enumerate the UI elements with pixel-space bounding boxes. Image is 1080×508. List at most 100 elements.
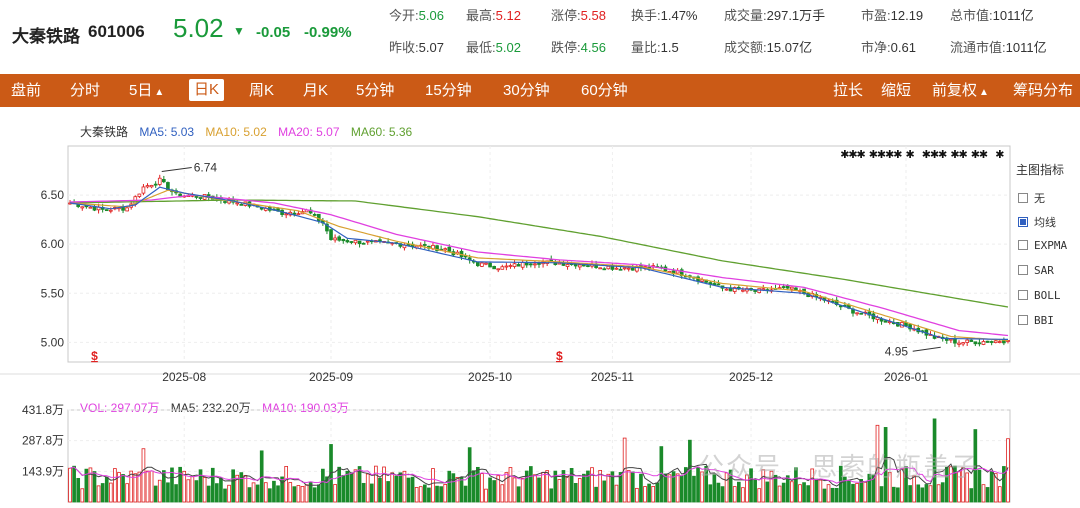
tab-premarket[interactable]: 盘前 (11, 82, 42, 99)
candle (374, 240, 378, 243)
candle (231, 199, 235, 203)
candle (896, 322, 900, 327)
candle (545, 260, 549, 264)
checkbox-icon[interactable] (1018, 315, 1028, 325)
volume-bar (683, 467, 688, 503)
stat-turnover: 换手:1.47% (631, 8, 698, 23)
volume-bar (590, 467, 594, 503)
checkbox-checked-icon[interactable] (1018, 217, 1028, 227)
tab-5day[interactable]: 5日 ▲ (129, 82, 165, 99)
stock-change: -0.05 (256, 24, 291, 41)
candle (378, 239, 382, 242)
indicator-ma[interactable]: 均线 (1018, 214, 1056, 230)
quote-header: 大秦铁路 601006 5.02 ▼ -0.05 -0.99% 今开:5.06 … (0, 0, 1080, 72)
checkbox-icon[interactable] (1018, 290, 1028, 300)
volume-bar (639, 473, 643, 503)
forward-adjust-dropdown[interactable]: 前复权 ▲ (932, 82, 989, 99)
tab-weekly-k[interactable]: 周K (249, 82, 275, 99)
candle (113, 207, 117, 210)
candle (712, 283, 717, 286)
volume-bar (920, 487, 925, 503)
volume-bar (312, 487, 317, 503)
candle (427, 245, 431, 249)
candle (170, 189, 174, 193)
tab-daily-k[interactable]: 日K (189, 79, 225, 101)
volume-bar (692, 475, 696, 503)
candle (708, 282, 713, 285)
stat-pb: 市净:0.61 (861, 40, 916, 55)
volume-bar (606, 473, 611, 503)
candle (953, 338, 957, 344)
volume-bar (896, 487, 900, 503)
volume-bar (997, 486, 1002, 503)
candle (790, 286, 794, 290)
volume-bar (215, 483, 219, 503)
indicator-bbi[interactable]: BBI (1018, 314, 1054, 327)
tab-30min[interactable]: 30分钟 (503, 82, 550, 99)
indicator-boll[interactable]: BOLL (1018, 289, 1061, 302)
shrink-button[interactable]: 缩短 (881, 82, 912, 99)
candle (822, 296, 827, 301)
legend-vol: VOL: 297.07万 (80, 401, 160, 415)
volume-bar (822, 488, 827, 503)
volume-bar (671, 471, 676, 503)
volume-bar (439, 486, 443, 503)
volume-bar (626, 470, 631, 503)
stat-open: 今开:5.06 (389, 8, 444, 23)
tab-60min[interactable]: 60分钟 (581, 82, 628, 99)
candle (251, 203, 256, 206)
volume-bar (981, 484, 986, 503)
volume-bar (378, 477, 382, 503)
candle (341, 238, 346, 242)
checkbox-icon[interactable] (1018, 240, 1028, 250)
tab-5min[interactable]: 5分钟 (356, 82, 395, 99)
candle (406, 244, 411, 246)
volume-bar (802, 482, 806, 503)
event-marker-icon: ✱ (893, 148, 902, 161)
volume-bar (406, 477, 411, 503)
candle (308, 209, 313, 214)
moving-averages (69, 186, 1009, 341)
candle (520, 262, 525, 268)
candle (688, 275, 692, 278)
candle (92, 206, 97, 211)
stretch-button[interactable]: 拉长 (833, 82, 864, 99)
candle (215, 197, 219, 200)
candle (133, 196, 138, 205)
indicator-panel-title: 主图指标 (1016, 163, 1065, 177)
volume-bar (855, 483, 859, 503)
checkbox-icon[interactable] (1018, 265, 1028, 275)
tab-15min[interactable]: 15分钟 (425, 82, 472, 99)
indicator-none[interactable]: 无 (1018, 190, 1045, 206)
tab-monthly-k[interactable]: 月K (303, 82, 329, 99)
candle (263, 207, 268, 211)
volume-bar (369, 483, 374, 503)
candle (1006, 339, 1010, 342)
volume-bar (667, 474, 672, 503)
volume-bar (422, 484, 427, 503)
candle (268, 206, 272, 211)
low-annotation: 4.95 (885, 344, 909, 358)
volume-bar (582, 473, 586, 503)
checkbox-icon[interactable] (1018, 193, 1028, 203)
candle (549, 259, 554, 262)
candle (255, 204, 260, 208)
tab-intraday[interactable]: 分时 (70, 82, 101, 99)
volume-bar (969, 488, 974, 503)
indicator-expma[interactable]: EXPMA (1018, 239, 1067, 252)
candle (553, 261, 558, 265)
event-marker-icon: ✱ (869, 148, 878, 161)
candle (345, 240, 350, 243)
indicator-sar[interactable]: SAR (1018, 264, 1054, 277)
volume-bar (418, 486, 423, 503)
candle (504, 265, 509, 268)
volume-bar (284, 466, 288, 503)
volume-bar (834, 487, 839, 503)
volume-bar (337, 466, 342, 503)
stat-amount: 成交额:15.07亿 (724, 40, 813, 55)
candle (989, 341, 994, 343)
chip-distribution-button[interactable]: 筹码分布 (1013, 82, 1074, 99)
volume-bar (288, 482, 293, 503)
volume-bar (940, 482, 945, 503)
volume-bar (325, 476, 329, 503)
